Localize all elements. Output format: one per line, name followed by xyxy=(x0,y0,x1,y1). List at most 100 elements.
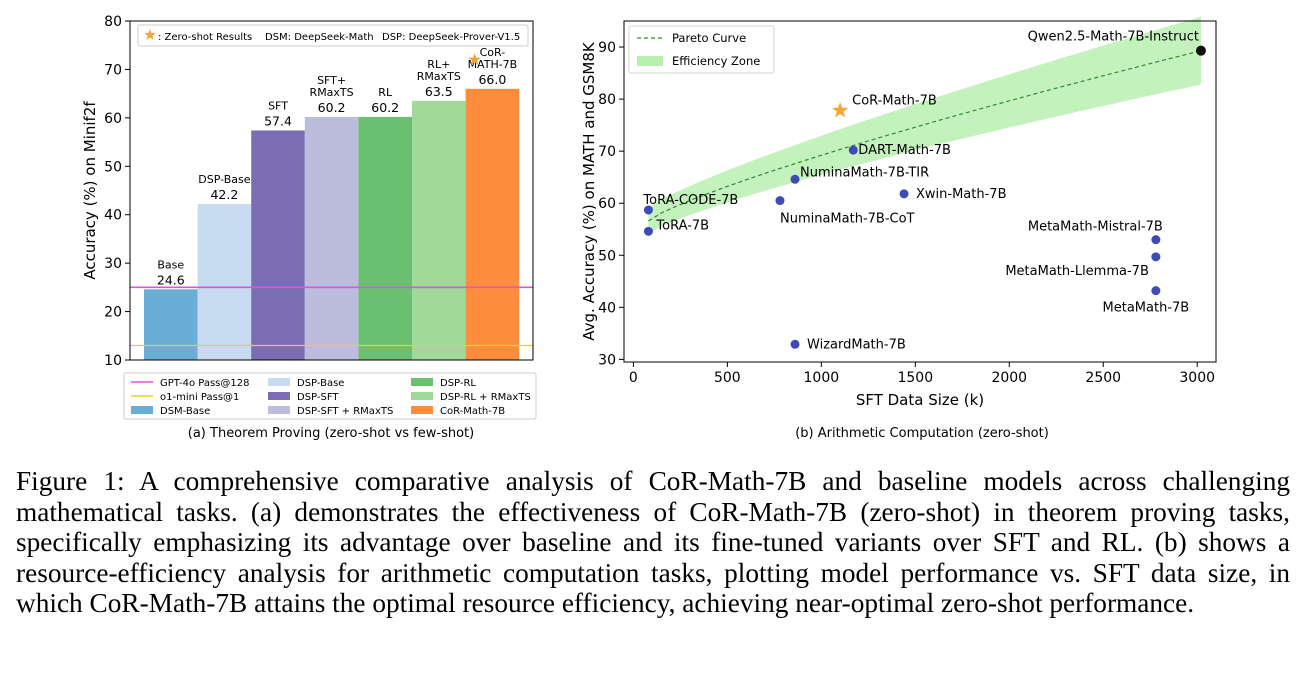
y-tick-label-a-1: 20 xyxy=(104,305,122,321)
x-axis-label-b: SFT Data Size (k) xyxy=(856,391,984,409)
legend-label-6: DSP-RL xyxy=(440,378,476,389)
legend-pareto-label: Pareto Curve xyxy=(672,31,746,45)
legend-label-5: DSP-SFT + RMaxTS xyxy=(297,406,393,417)
top-legend-box xyxy=(137,24,529,47)
value-label-0: 24.6 xyxy=(157,272,185,287)
point-marker-10 xyxy=(1151,286,1161,296)
legend-swatch-2 xyxy=(131,406,153,414)
point-label-4: Xwin-Math-7B xyxy=(916,187,1006,202)
x-tick-label-b-4: 2000 xyxy=(991,370,1027,386)
point-marker-2 xyxy=(848,145,858,155)
legend-swatch-7 xyxy=(411,392,433,400)
zero-shot-star-marker xyxy=(468,53,481,66)
y-tick-label-b-3: 60 xyxy=(598,196,616,212)
value-label-6: 66.0 xyxy=(478,72,506,87)
point-label-1: CoR-Math-7B xyxy=(852,94,937,109)
point-label-11: WizardMath-7B xyxy=(807,337,906,352)
point-label-8: MetaMath-Mistral-7B xyxy=(1028,220,1163,235)
efficiency-zone-band xyxy=(648,16,1201,234)
bar-category-label-3-0: SFT+ xyxy=(317,74,346,87)
x-tick-label-b-3: 1500 xyxy=(897,370,933,386)
point-marker-1 xyxy=(832,102,849,118)
point-label-10: MetaMath-7B xyxy=(1103,301,1190,316)
legend-label-8: CoR-Math-7B xyxy=(440,406,505,417)
point-label-2: DART-Math-7B xyxy=(858,143,951,158)
y-tick-label-a-6: 70 xyxy=(104,62,122,78)
bar-4 xyxy=(358,116,412,360)
bar-0 xyxy=(144,289,198,360)
point-marker-8 xyxy=(1151,235,1161,245)
legend-label-0: GPT-4o Pass@128 xyxy=(160,378,249,389)
plot-frame-b xyxy=(623,20,1217,363)
legend-swatch-5 xyxy=(268,406,290,414)
bar-category-label-6-0: CoR- xyxy=(480,46,506,59)
plot-frame-a xyxy=(129,20,534,361)
legend-label-4: DSP-SFT xyxy=(297,392,339,403)
bar-2 xyxy=(251,130,305,360)
point-marker-4 xyxy=(899,189,909,199)
legend-swatch-4 xyxy=(268,392,290,400)
y-tick-label-a-5: 60 xyxy=(104,111,122,127)
top-legend-zero-shot: : Zero-shot Results xyxy=(158,32,252,43)
y-tick-label-a-7: 80 xyxy=(104,14,122,30)
arithmetic-scatter-chart: Qwen2.5-Math-7B-Instruct CoR-Math-7B DART-… xyxy=(580,16,1217,441)
x-tick-label-b-6: 3000 xyxy=(1179,370,1215,386)
legend-label-2: DSM-Base xyxy=(160,406,210,417)
legend-swatch-6 xyxy=(411,378,433,386)
x-tick-label-b-5: 2500 xyxy=(1085,370,1121,386)
point-marker-3 xyxy=(790,174,800,184)
point-label-3: NuminaMath-7B-TIR xyxy=(800,165,929,180)
bar-5 xyxy=(412,100,466,361)
point-label-7: ToRA-7B xyxy=(655,218,709,233)
y-tick-label-a-3: 40 xyxy=(104,208,122,224)
point-marker-5 xyxy=(775,196,785,206)
bar-category-label-3-1: RMaxTS xyxy=(310,86,354,99)
top-legend-dsp: DSP: DeepSeek-Prover-V1.5 xyxy=(382,32,520,43)
subtitle-b: (b) Arithmetic Computation (zero-shot) xyxy=(795,426,1049,441)
bar-category-label-6-1: MATH-7B xyxy=(468,58,518,71)
y-tick-label-b-5: 80 xyxy=(598,92,616,108)
legend-swatch-3 xyxy=(268,378,290,386)
point-label-6: ToRA-CODE-7B xyxy=(642,193,738,208)
value-label-3: 60.2 xyxy=(318,100,346,115)
value-label-2: 57.4 xyxy=(264,113,292,128)
bar-1 xyxy=(197,204,252,360)
point-label-9: MetaMath-Llemma-7B xyxy=(1005,264,1149,279)
pareto-curve-line xyxy=(648,50,1202,222)
y-tick-label-b-4: 70 xyxy=(598,144,616,160)
bar-category-label-4-0: RL xyxy=(378,86,393,99)
top-legend-dsm: DSM: DeepSeek-Math xyxy=(265,32,374,43)
bar-category-label-5-0: RL+ xyxy=(427,58,450,71)
legend-label-3: DSP-Base xyxy=(297,378,344,389)
y-axis-label-b: Avg. Accuracy (%) on MATH and GSM8K xyxy=(580,41,598,341)
legend-swatch-8 xyxy=(411,406,433,414)
legend-label-1: o1-mini Pass@1 xyxy=(160,392,239,403)
value-label-4: 60.2 xyxy=(371,100,399,115)
y-tick-label-b-0: 30 xyxy=(598,352,616,368)
value-label-1: 42.2 xyxy=(210,187,238,202)
point-marker-7 xyxy=(643,226,653,236)
y-tick-label-a-4: 50 xyxy=(104,159,122,175)
y-tick-label-b-2: 50 xyxy=(598,248,616,264)
y-tick-label-a-2: 30 xyxy=(104,256,122,272)
legend-box-b xyxy=(628,25,775,74)
bar-category-label-2-0: SFT xyxy=(268,99,288,112)
top-legend-star-icon xyxy=(144,29,156,40)
y-axis-label-a: Accuracy (%) on Minif2f xyxy=(81,101,99,280)
bar-6 xyxy=(465,88,520,361)
bar-3 xyxy=(304,116,359,360)
x-tick-label-b-0: 0 xyxy=(629,370,638,386)
value-label-5: 63.5 xyxy=(425,84,453,99)
x-tick-label-b-1: 500 xyxy=(714,370,741,386)
y-tick-label-b-6: 90 xyxy=(598,40,616,56)
bar-category-label-0-0: Base xyxy=(157,258,184,271)
point-label-5: NuminaMath-7B-CoT xyxy=(780,212,915,227)
y-tick-label-a-0: 10 xyxy=(104,353,122,369)
y-tick-label-b-1: 40 xyxy=(598,300,616,316)
point-label-0: Qwen2.5-Math-7B-Instruct xyxy=(1028,30,1199,45)
subtitle-a: (a) Theorem Proving (zero-shot vs few-sh… xyxy=(188,426,474,441)
point-marker-0 xyxy=(1195,45,1206,56)
legend-label-7: DSP-RL + RMaxTS xyxy=(440,392,531,403)
